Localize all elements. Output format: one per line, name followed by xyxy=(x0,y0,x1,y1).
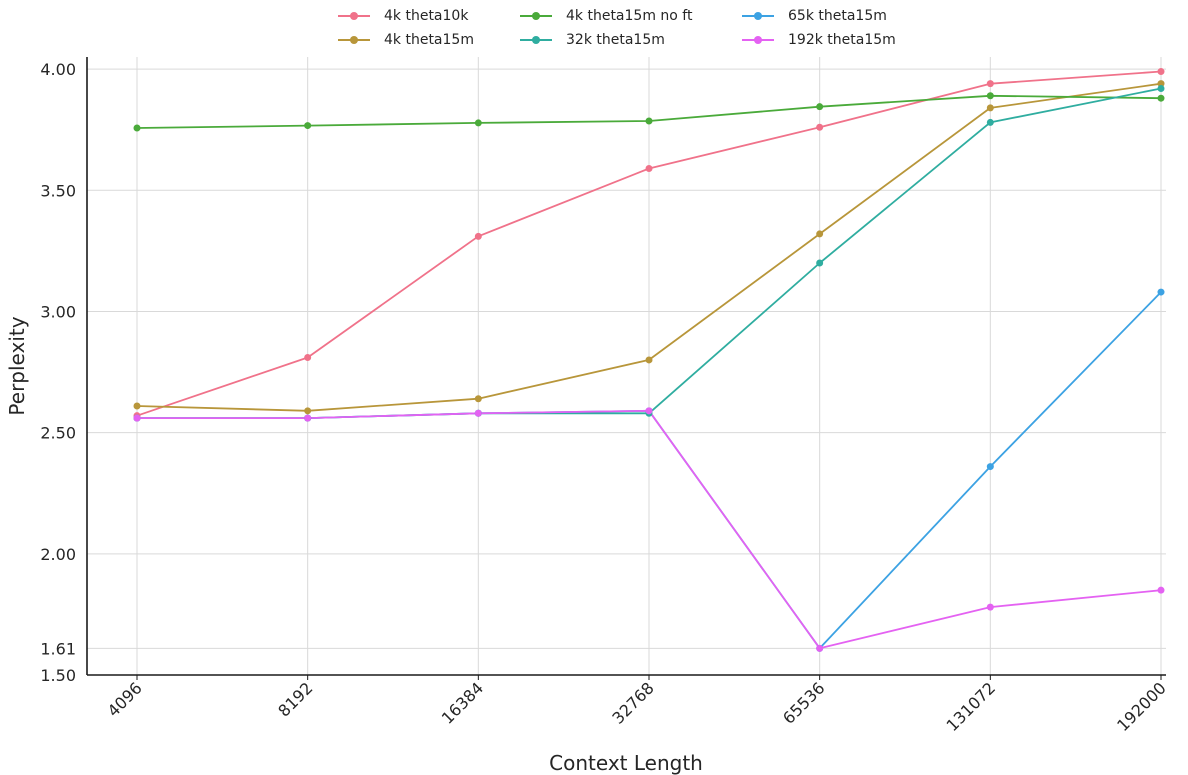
data-point xyxy=(304,354,312,362)
legend-label: 192k theta15m xyxy=(788,32,896,48)
x-axis-title: Context Length xyxy=(549,751,703,775)
data-point xyxy=(474,395,482,403)
data-point xyxy=(304,407,312,415)
data-point xyxy=(986,118,994,126)
data-point xyxy=(133,402,141,410)
x-tick-label: 4096 xyxy=(104,678,146,720)
legend-label: 65k theta15m xyxy=(788,8,887,24)
x-tick-label: 131072 xyxy=(943,678,1000,735)
y-tick-label: 1.50 xyxy=(40,666,76,685)
legend-swatch xyxy=(742,33,774,47)
data-point xyxy=(304,414,312,422)
data-point xyxy=(1157,85,1165,93)
data-point xyxy=(816,644,824,652)
legend-item[interactable]: 65k theta15m xyxy=(742,8,887,24)
y-tick-label: 2.00 xyxy=(40,545,76,564)
y-axis-title: Perplexity xyxy=(5,316,29,415)
data-point xyxy=(645,407,653,415)
y-tick-label: 3.50 xyxy=(40,181,76,200)
data-point xyxy=(986,80,994,88)
data-point xyxy=(1157,80,1165,88)
data-point xyxy=(986,603,994,611)
x-tick-label: 65536 xyxy=(779,678,828,727)
y-tick-label: 2.50 xyxy=(40,424,76,443)
data-point xyxy=(133,124,141,132)
legend-item[interactable]: 4k theta10k xyxy=(338,8,468,24)
legend-swatch xyxy=(520,9,552,23)
y-tick-label: 1.61 xyxy=(40,639,76,658)
data-point xyxy=(816,103,824,111)
legend-item[interactable]: 192k theta15m xyxy=(742,32,896,48)
legend-swatch xyxy=(338,9,370,23)
data-point xyxy=(474,119,482,127)
x-tick-label: 8192 xyxy=(274,678,316,720)
axes xyxy=(86,57,1166,680)
legend-swatch xyxy=(742,9,774,23)
data-point xyxy=(474,232,482,240)
series-points xyxy=(133,68,1165,652)
legend-item[interactable]: 4k theta15m no ft xyxy=(520,8,692,24)
data-point xyxy=(1157,288,1165,296)
legend-swatch xyxy=(520,33,552,47)
data-point xyxy=(986,463,994,471)
y-tick-label: 3.00 xyxy=(40,302,76,321)
x-tick-label: 32768 xyxy=(608,678,657,727)
legend-label: 4k theta15m xyxy=(384,32,474,48)
data-point xyxy=(1157,94,1165,102)
grid-lines xyxy=(87,57,1166,676)
y-tick-label: 4.00 xyxy=(40,60,76,79)
data-point xyxy=(986,92,994,100)
data-point xyxy=(816,259,824,267)
data-point xyxy=(133,414,141,422)
legend-item[interactable]: 32k theta15m xyxy=(520,32,665,48)
data-point xyxy=(645,164,653,172)
data-point xyxy=(816,123,824,131)
legend-item[interactable]: 4k theta15m xyxy=(338,32,474,48)
data-point xyxy=(816,230,824,238)
data-point xyxy=(304,122,312,130)
legend-label: 4k theta10k xyxy=(384,8,469,24)
data-point xyxy=(986,104,994,112)
data-point xyxy=(1157,68,1165,76)
y-tick-labels: 1.50 1.61 2.00 2.50 3.00 3.50 4.00 xyxy=(40,60,76,685)
data-point xyxy=(645,117,653,125)
x-tick-label: 192000 xyxy=(1113,678,1170,735)
data-point xyxy=(645,356,653,364)
x-tick-labels: 4096 8192 16384 32768 65536 131072 192000 xyxy=(104,678,1170,735)
legend-swatch xyxy=(338,33,370,47)
data-point xyxy=(1157,586,1165,594)
x-tick-label: 16384 xyxy=(438,678,487,727)
data-point xyxy=(474,409,482,417)
legend-label: 4k theta15m no ft xyxy=(566,8,693,24)
legend-label: 32k theta15m xyxy=(566,32,665,48)
legend: 4k theta10k 4k theta15m 4k theta15m no f… xyxy=(338,6,958,52)
